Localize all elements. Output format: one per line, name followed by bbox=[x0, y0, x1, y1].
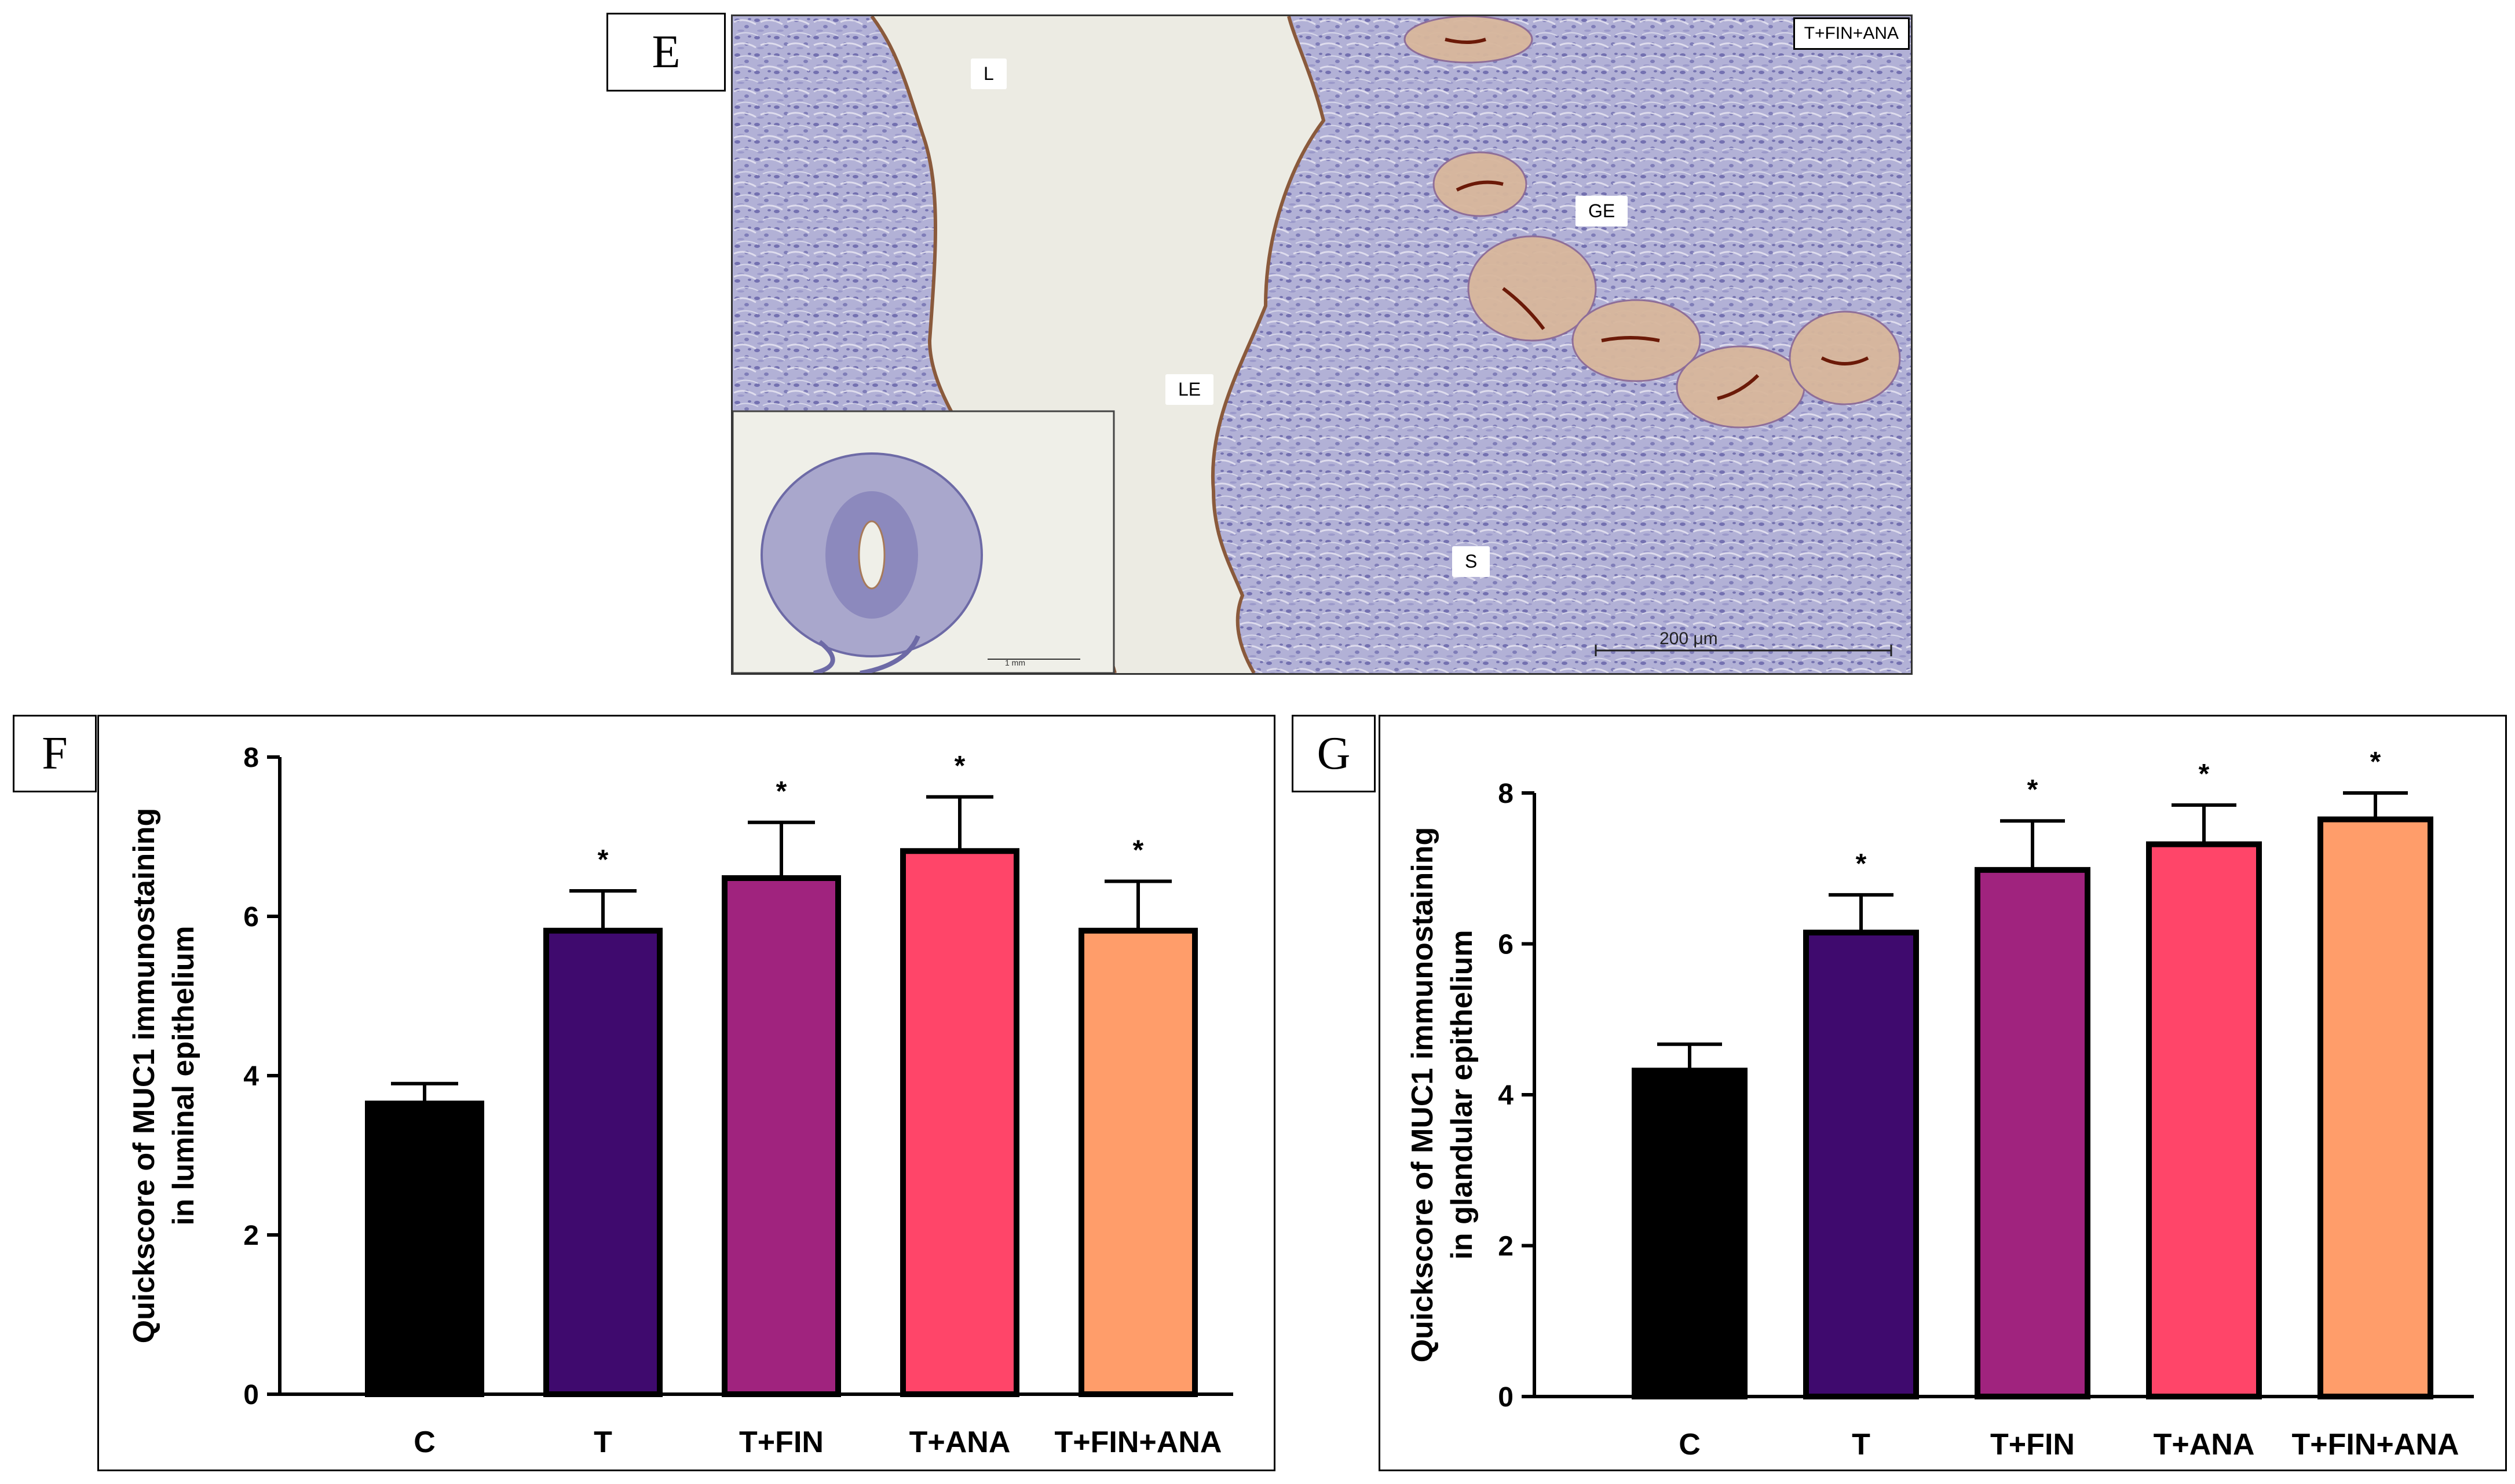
significance-marker: * bbox=[598, 845, 609, 875]
panel-f-label: F bbox=[13, 715, 97, 792]
significance-marker: * bbox=[2027, 774, 2038, 805]
chart-g-frame: Quickscore of MUC1 immunostaining in glan… bbox=[1379, 715, 2507, 1471]
glandular-epithelium-label: GE bbox=[1575, 196, 1628, 226]
significance-marker: * bbox=[955, 751, 966, 781]
x-tick-label: T bbox=[1852, 1428, 1870, 1461]
inset-scale-bar-label: 1 mm bbox=[1005, 658, 1025, 667]
bar-t bbox=[543, 927, 663, 1397]
x-tick-label: T+FIN bbox=[739, 1425, 824, 1459]
bar-t-fin bbox=[722, 875, 841, 1397]
bar-c bbox=[1632, 1068, 1748, 1399]
chart-f-frame: Quickscore of MUC1 immunostaining in lumi… bbox=[97, 715, 1275, 1471]
significance-marker: * bbox=[1133, 835, 1144, 866]
significance-marker: * bbox=[1856, 849, 1867, 879]
panel-g-label: G bbox=[1292, 715, 1376, 792]
chart-g: Quickscore of MUC1 immunostaining in glan… bbox=[1406, 747, 2474, 1461]
y-axis-label-line: Quickscore of MUC1 immunostaining bbox=[127, 808, 161, 1344]
scale-bar-label: 200 μm bbox=[1659, 629, 1718, 648]
y-tick-label: 0 bbox=[243, 1380, 259, 1410]
group-label: T+FIN+ANA bbox=[1793, 17, 1910, 50]
y-tick-label: 6 bbox=[1498, 930, 1514, 960]
y-tick-label: 8 bbox=[243, 743, 259, 773]
significance-marker: * bbox=[776, 776, 787, 807]
x-tick-label: T+FIN+ANA bbox=[2292, 1428, 2459, 1461]
y-tick-label: 0 bbox=[1498, 1382, 1514, 1413]
x-tick-label: C bbox=[1679, 1428, 1701, 1461]
significance-marker: * bbox=[2199, 759, 2210, 789]
bar-t-fin-ana bbox=[2317, 816, 2433, 1399]
chart-f: Quickscore of MUC1 immunostaining in lumi… bbox=[127, 743, 1233, 1459]
x-tick-label: C bbox=[414, 1425, 436, 1459]
stroma-label: S bbox=[1452, 546, 1490, 577]
lumen-label: L bbox=[971, 59, 1007, 89]
panel-e-label: E bbox=[606, 13, 726, 92]
y-axis-label-line: in luminal epithelium bbox=[167, 926, 200, 1225]
significance-marker: * bbox=[2370, 747, 2381, 777]
bar-t bbox=[1803, 929, 1919, 1399]
bar-t-ana bbox=[2146, 841, 2262, 1399]
luminal-epithelium-label: LE bbox=[1165, 374, 1214, 405]
x-tick-label: T+FIN+ANA bbox=[1055, 1425, 1222, 1459]
bar-t-fin-ana bbox=[1079, 927, 1198, 1397]
y-tick-label: 4 bbox=[1498, 1080, 1514, 1111]
x-tick-label: T+ANA bbox=[909, 1425, 1011, 1459]
y-axis-label-line: in glandular epithelium bbox=[1445, 930, 1479, 1259]
y-tick-label: 2 bbox=[243, 1220, 259, 1251]
y-tick-label: 4 bbox=[243, 1061, 259, 1092]
micrograph: L GE LE S T+FIN+ANA 200 μm 1 mm bbox=[731, 14, 1913, 675]
x-tick-label: T bbox=[594, 1425, 612, 1459]
y-tick-label: 2 bbox=[1498, 1231, 1514, 1262]
bar-c bbox=[365, 1101, 484, 1397]
y-tick-label: 6 bbox=[243, 902, 259, 933]
x-tick-label: T+FIN bbox=[1990, 1428, 2075, 1461]
x-tick-label: T+ANA bbox=[2154, 1428, 2255, 1461]
bar-t-fin bbox=[1975, 867, 2090, 1400]
bar-t-ana bbox=[900, 848, 1019, 1397]
y-tick-label: 8 bbox=[1498, 778, 1514, 809]
micrograph-image bbox=[733, 16, 1911, 673]
y-axis-label-line: Quickscore of MUC1 immunostaining bbox=[1406, 827, 1439, 1363]
